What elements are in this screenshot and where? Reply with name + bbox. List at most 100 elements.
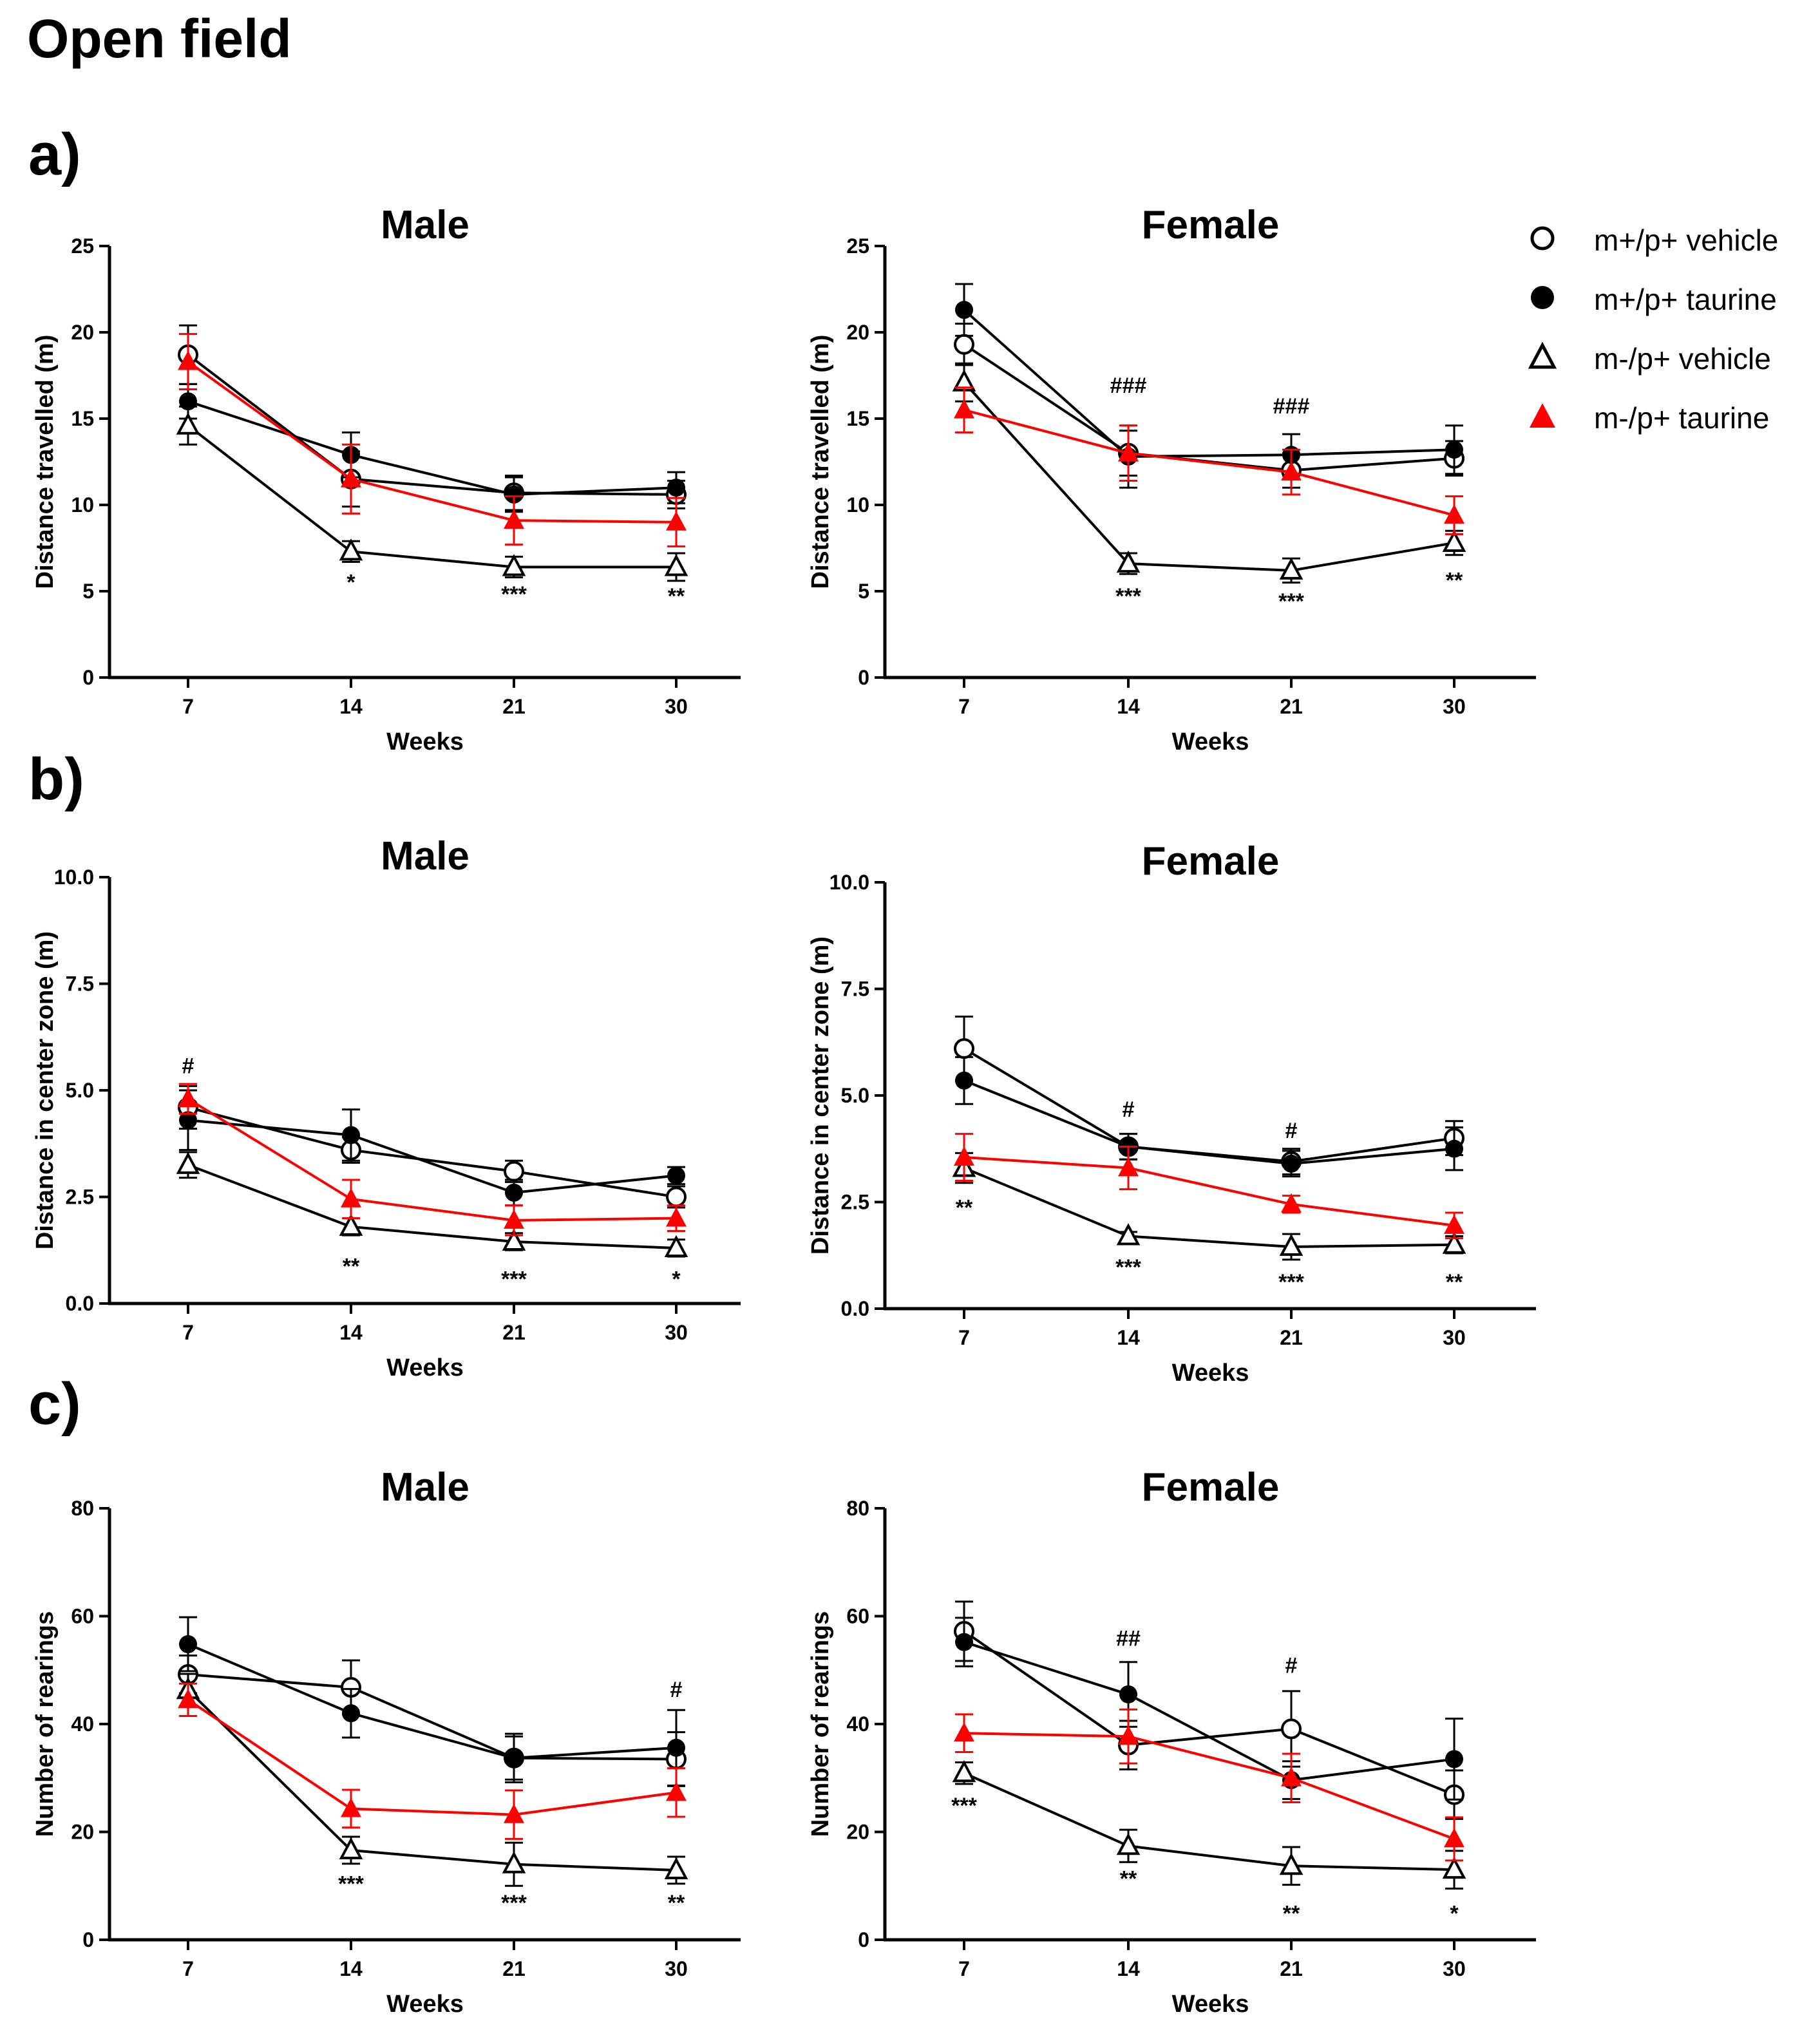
data-point	[664, 1235, 688, 1257]
y-tick-label: 10.0	[54, 866, 94, 889]
significance-annotation: ***	[501, 1267, 527, 1292]
data-point	[954, 334, 974, 355]
x-axis-title: Weeks	[1172, 1991, 1249, 2018]
series-line	[963, 1630, 1455, 1796]
y-axis-title: Distance in center zone (m)	[807, 936, 834, 1255]
series-m-p-taurine	[955, 1616, 1463, 1801]
y-tick-label: 25	[71, 234, 94, 258]
data-point	[954, 1146, 974, 1166]
chart-a-male: 0 5 10 15 20 25 7 14 21 30 Male Weeks Distance trave…	[32, 203, 741, 755]
data-point	[505, 1749, 523, 1767]
chart-title: Male	[381, 834, 469, 878]
data-point	[342, 1704, 360, 1723]
y-tick-label: 7.5	[66, 972, 94, 996]
data-point	[178, 1088, 198, 1108]
y-tick-label: 5	[858, 580, 869, 603]
data-point	[1118, 442, 1139, 462]
series-m-p-vehicle	[178, 324, 687, 511]
chart-c-female: 0 20 40 60 80 7 14 21 30 Female Weeks Number of rea…	[807, 1465, 1536, 2018]
data-point	[955, 1071, 973, 1090]
data-point	[1281, 461, 1302, 481]
y-tick-label: 5	[82, 580, 94, 603]
series-line	[963, 1732, 1455, 1841]
y-tick-label: 80	[846, 1497, 869, 1520]
data-point	[1116, 550, 1141, 573]
data-point	[502, 554, 526, 576]
significance-annotation: ***	[1278, 1270, 1304, 1294]
chart-title: Male	[381, 1465, 469, 1510]
x-axis-title: Weeks	[1172, 1360, 1249, 1387]
data-point	[666, 511, 687, 531]
y-tick-label: 80	[71, 1497, 94, 1520]
x-tick-label: 21	[1280, 1326, 1303, 1349]
y-axis-title: Distance travelled (m)	[807, 335, 834, 589]
series-m-p-vehicle	[954, 1016, 1465, 1175]
significance-annotation: **	[668, 584, 685, 609]
data-point	[1116, 1223, 1141, 1246]
x-tick-label: 30	[1443, 695, 1466, 718]
legend-item-mp-taurine: m+/p+ taurine	[1523, 278, 1794, 317]
series-m-p-vehicle	[176, 1673, 688, 1887]
significance-annotation: **	[956, 1195, 973, 1220]
y-tick-label: 60	[846, 1605, 869, 1628]
y-tick-label: 10.0	[829, 871, 869, 894]
x-tick-label: 14	[339, 695, 363, 718]
series-line	[963, 381, 1455, 572]
significance-annotation: *	[346, 570, 355, 594]
data-point	[954, 1722, 974, 1742]
figure-title: Open field	[27, 8, 292, 69]
x-tick-label: 21	[1280, 1957, 1303, 1980]
series-m-p-vehicle	[176, 1151, 688, 1258]
series-line	[963, 1640, 1455, 1782]
y-tick-label: 40	[846, 1712, 869, 1736]
data-point	[1281, 1767, 1302, 1787]
significance-annotation: **	[1283, 1902, 1300, 1926]
series-line	[963, 308, 1455, 458]
y-tick-label: 0.0	[841, 1297, 869, 1320]
data-point	[1279, 1853, 1303, 1875]
data-point	[178, 350, 198, 370]
filled-red-triangle-marker-icon	[1530, 403, 1555, 428]
y-tick-label: 15	[846, 407, 869, 430]
y-tick-label: 5.0	[66, 1079, 94, 1102]
significance-annotation: ***	[1278, 589, 1304, 614]
series-m-p-taurine	[178, 333, 687, 547]
data-point	[952, 1759, 976, 1783]
series-line	[187, 1097, 677, 1222]
y-tick-label: 20	[846, 321, 869, 344]
series-line	[963, 1155, 1455, 1227]
open-circle-marker-icon	[1530, 226, 1555, 251]
chart-title: Male	[381, 203, 469, 247]
y-tick-label: 60	[71, 1605, 94, 1628]
y-tick-label: 25	[846, 234, 869, 258]
filled-circle-marker-icon	[1531, 286, 1554, 309]
significance-annotation: **	[1446, 1270, 1463, 1294]
series-m-p-taurine	[955, 1056, 1463, 1178]
data-point	[1116, 1833, 1141, 1855]
data-point	[1119, 1685, 1137, 1703]
x-tick-label: 7	[958, 1326, 970, 1349]
y-tick-label: 20	[71, 1821, 94, 1844]
data-point	[1444, 1828, 1465, 1848]
series-line	[187, 354, 677, 496]
series-line	[187, 400, 677, 496]
x-tick-label: 30	[1443, 1957, 1466, 1980]
series-m-p-taurine	[179, 1616, 685, 1787]
y-tick-label: 10	[846, 493, 869, 517]
data-point	[666, 1781, 687, 1801]
y-tick-label: 7.5	[841, 978, 869, 1001]
data-point	[1279, 557, 1303, 580]
significance-annotation: ##	[1116, 1627, 1141, 1651]
legend-label: m-/p+ taurine	[1594, 401, 1770, 435]
y-tick-label: 15	[71, 407, 94, 430]
significance-annotation: #	[1123, 1097, 1135, 1122]
y-tick-label: 0	[858, 1928, 869, 1951]
data-point	[1281, 1718, 1302, 1739]
y-axis-title: Distance travelled (m)	[32, 335, 59, 589]
legend-label: m+/p+ vehicle	[1594, 223, 1779, 257]
x-tick-label: 30	[665, 1321, 688, 1344]
y-tick-label: 0	[82, 1928, 94, 1951]
data-point	[504, 509, 524, 529]
significance-annotation: *	[672, 1267, 681, 1292]
significance-annotation: ***	[1115, 584, 1141, 609]
